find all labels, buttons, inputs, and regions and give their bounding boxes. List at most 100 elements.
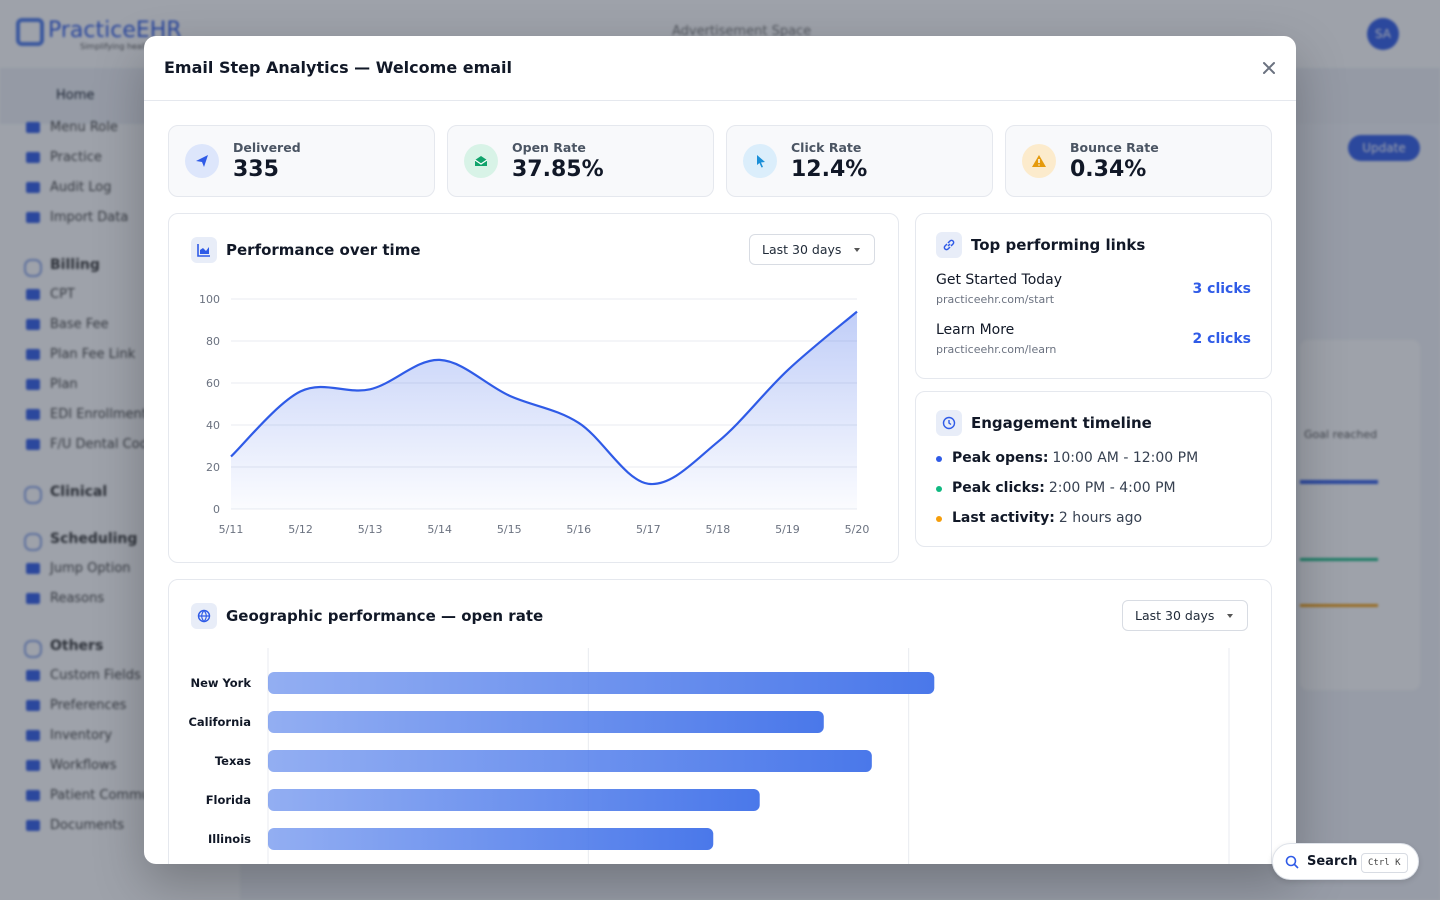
x-tick-label: 5/15 [497, 523, 522, 536]
sidebar-item: Audit Log [50, 180, 112, 195]
search-label: Search [1307, 854, 1358, 869]
line-chart: 0 20 40 60 80 100 5/11 5/12 5/13 5/14 5/15 5/16 5/17… [199, 293, 869, 536]
bar [268, 711, 824, 733]
folder-icon [26, 152, 40, 163]
ad-space: Advertisement Space [672, 24, 812, 39]
y-tick-label: Texas [215, 754, 251, 768]
timeline-value: 2 hours ago [1058, 510, 1143, 526]
sidebar-item: Preferences [50, 698, 127, 713]
x-tick-label: 5/18 [706, 523, 731, 536]
link-url: practiceehr.com/learn [936, 343, 1057, 356]
y-tick-label: 80 [206, 335, 220, 348]
bg-line [1300, 558, 1378, 561]
folder-icon [26, 409, 40, 420]
nav-item: Home [56, 88, 95, 103]
link-name: Learn More [936, 322, 1015, 338]
folder-icon [26, 439, 40, 450]
folder-icon [26, 319, 40, 330]
stat-card: Delivered 335 [168, 125, 435, 197]
x-tick-label: 5/14 [427, 523, 452, 536]
modal: Email Step Analytics — Welcome email Del… [144, 36, 1296, 864]
y-tick-label: 40 [206, 419, 220, 432]
stat-label: Open Rate [512, 140, 586, 155]
link-clicks: 3 clicks [1192, 281, 1251, 297]
folder-icon [26, 349, 40, 360]
links-panel: Top performing links Get Started Today pr… [915, 213, 1272, 379]
bg-card: Goal reached [1300, 340, 1420, 690]
x-tick-label: 5/12 [288, 523, 313, 536]
sidebar-item: Practice [50, 150, 102, 165]
folder-icon [26, 730, 40, 741]
search-button[interactable]: Search Ctrl K [1272, 843, 1419, 880]
folder-icon [26, 212, 40, 223]
clock-icon [942, 416, 956, 430]
performance-panel: Performance over time Last 30 days 0 20 40… [168, 213, 899, 563]
sidebar-section: Clinical [50, 484, 108, 500]
range-dropdown[interactable]: Last 30 days [1122, 600, 1248, 631]
link-clicks: 2 clicks [1192, 331, 1251, 347]
stat-value: 0.34% [1070, 157, 1147, 182]
folder-icon [26, 379, 40, 390]
stat-label: Click Rate [791, 140, 862, 155]
sidebar-item: EDI Enrollments [50, 407, 154, 422]
sidebar-section: Scheduling [50, 531, 138, 547]
sidebar-section: Billing [50, 257, 100, 273]
y-tick-label: 0 [213, 503, 220, 516]
tagline: Simplifying health [80, 42, 153, 51]
timeline-value: 2:00 PM - 4:00 PM [1048, 480, 1176, 496]
avatar: SA [1367, 18, 1399, 50]
y-tick-label: California [188, 715, 251, 729]
icon [474, 156, 488, 166]
shortcut: Ctrl K [1361, 853, 1408, 873]
link-name: Get Started Today [936, 272, 1063, 288]
stat-icon [464, 144, 498, 178]
panel-title: Top performing links [971, 236, 1146, 254]
folder-icon [26, 760, 40, 771]
sidebar-item: CPT [50, 287, 75, 302]
modal-title: Email Step Analytics — Welcome email [164, 58, 513, 77]
sidebar-item: Import Data [50, 210, 129, 225]
stat-icon [1022, 144, 1056, 178]
search-icon [1285, 855, 1299, 869]
close-button[interactable] [1262, 61, 1276, 75]
sidebar-item: Inventory [50, 728, 113, 743]
x-tick-label: 5/16 [566, 523, 591, 536]
bg-line [1300, 604, 1378, 607]
folder-icon [26, 122, 40, 133]
sidebar-item: Menu Role [50, 120, 118, 135]
link-url: practiceehr.com/start [936, 293, 1055, 306]
sidebar-item: Plan [50, 377, 78, 392]
bar-chart: New York California Texas Florida Illinois [188, 648, 1230, 864]
section-icon [24, 486, 42, 504]
timeline-dot [936, 486, 942, 492]
bar [268, 828, 714, 850]
bar [268, 750, 872, 772]
timeline-panel: Engagement timeline Peak opens: 10:00 AM … [915, 391, 1272, 547]
folder-icon [26, 790, 40, 801]
divider [144, 100, 1296, 101]
timeline-value: 10:00 AM - 12:00 PM [1052, 450, 1199, 466]
panel-title: Geographic performance — open rate [226, 607, 544, 625]
x-tick-label: 5/13 [358, 523, 383, 536]
folder-icon [26, 563, 40, 574]
folder-icon [26, 700, 40, 711]
x-tick-label: 5/11 [219, 523, 244, 536]
stat-value: 335 [233, 157, 279, 182]
timeline-row: Peak clicks: 2:00 PM - 4:00 PM [952, 480, 1176, 496]
chart-icon [197, 244, 210, 257]
bg-line [1300, 480, 1378, 484]
panel-title: Performance over time [226, 241, 421, 259]
folder-icon [26, 289, 40, 300]
bar [268, 672, 935, 694]
area [231, 311, 857, 509]
sidebar-section: Others [50, 638, 104, 654]
timeline-dot [936, 516, 942, 522]
goal-label: Goal reached [1304, 428, 1378, 441]
bar [268, 789, 760, 811]
sidebar-item: Jump Option [50, 561, 131, 576]
range-dropdown[interactable]: Last 30 days [749, 234, 875, 265]
timeline-row: Peak opens: 10:00 AM - 12:00 PM [952, 450, 1198, 466]
timeline-label: Peak opens: [952, 450, 1049, 466]
y-tick-label: New York [190, 676, 251, 690]
